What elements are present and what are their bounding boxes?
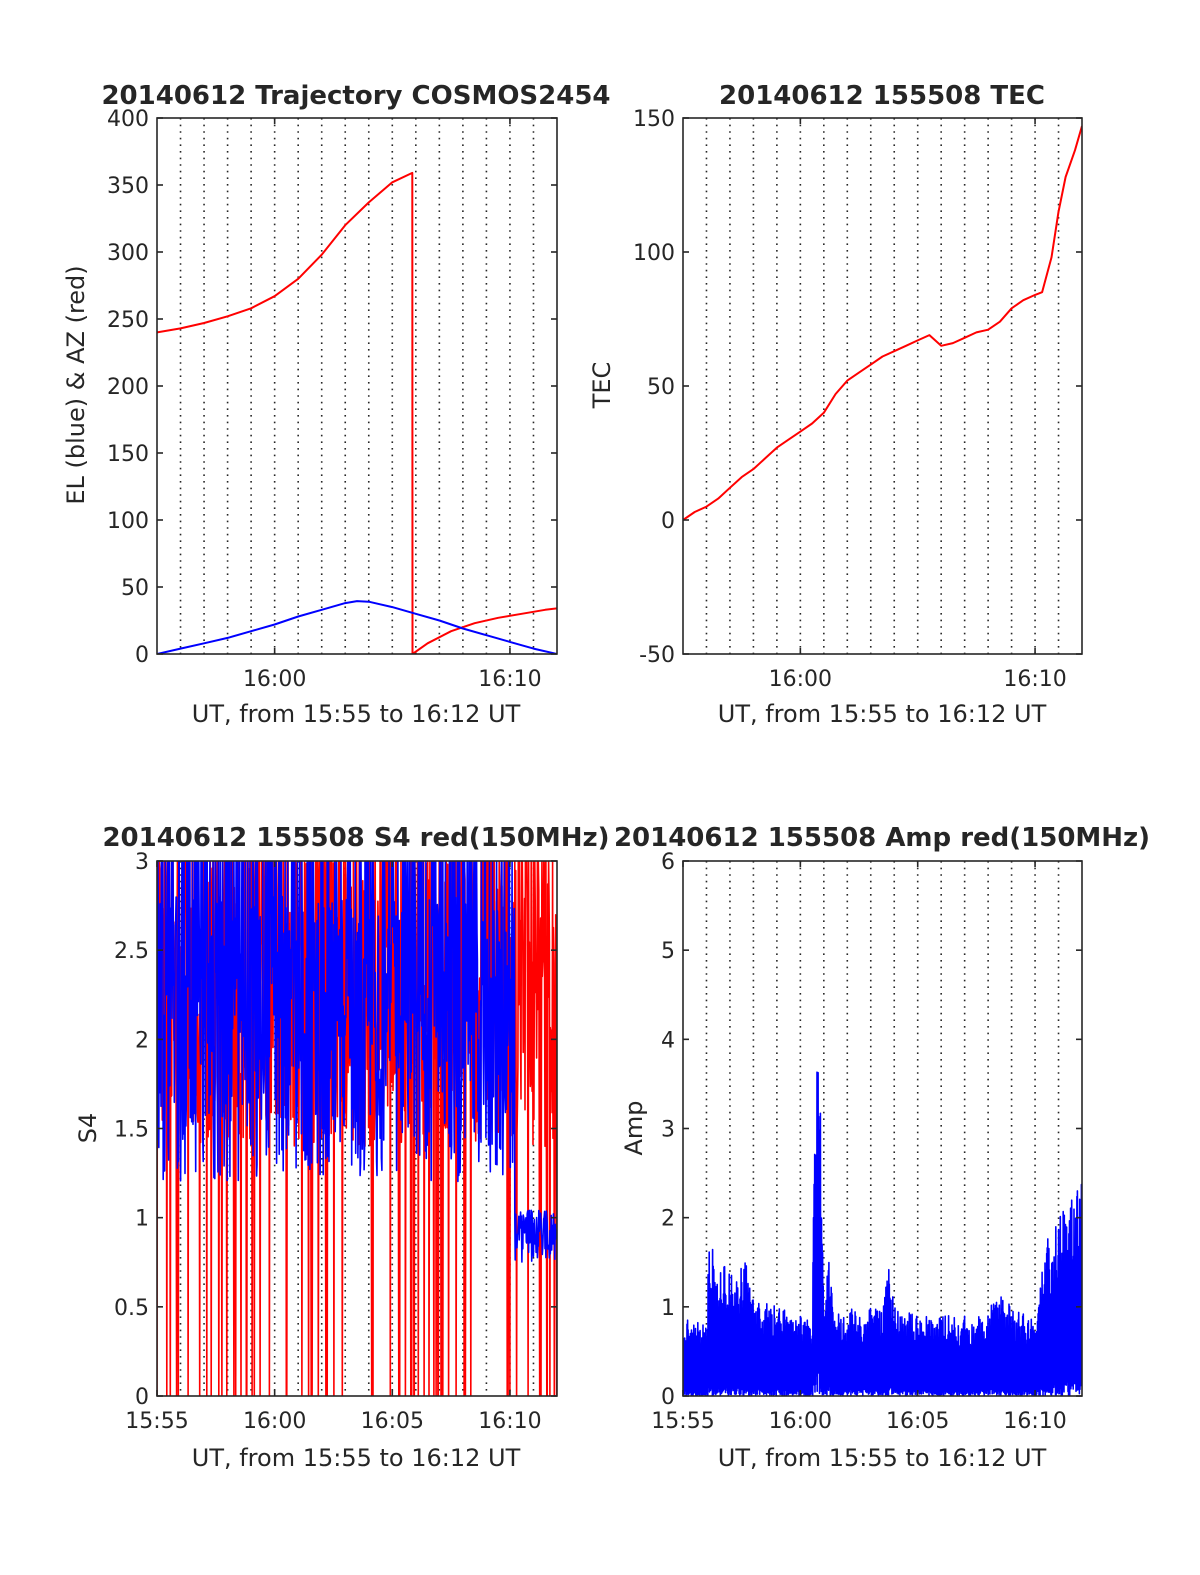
- x-axis-label: UT, from 15:55 to 16:12 UT: [192, 700, 521, 728]
- series-group: [157, 861, 557, 1396]
- series-group: [157, 171, 557, 654]
- axes-box: [682, 117, 1083, 655]
- x-tick-label: 16:00: [769, 667, 832, 692]
- chart-title: 20140612 155508 Amp red(150MHz): [614, 823, 1150, 853]
- y-tick-label: 6: [661, 850, 675, 875]
- y-axis-label: TEC: [588, 362, 616, 410]
- series-group: [683, 125, 1082, 521]
- series-line-0: [683, 125, 1082, 521]
- y-tick-label: 0: [661, 509, 675, 534]
- x-axis-label: UT, from 15:55 to 16:12 UT: [718, 1444, 1047, 1472]
- y-tick-label: 200: [107, 375, 149, 400]
- y-tick-label: 5: [661, 939, 675, 964]
- x-axis-label: UT, from 15:55 to 16:12 UT: [192, 1444, 521, 1472]
- y-tick-label: 3: [135, 850, 149, 875]
- y-tick-label: 100: [633, 241, 675, 266]
- x-tick-label: 16:10: [1003, 1409, 1066, 1434]
- y-tick-label: 4: [661, 1028, 675, 1053]
- series-line-1: [157, 600, 557, 654]
- y-tick-label: 0: [135, 1385, 149, 1410]
- series-line-1: [157, 861, 557, 1263]
- y-tick-label: 250: [107, 308, 149, 333]
- x-tick-label: 15:55: [125, 1409, 188, 1434]
- y-tick-label: 3: [661, 1118, 675, 1143]
- x-tick-label: 16:00: [243, 1409, 306, 1434]
- y-tick-label: 0.5: [114, 1296, 149, 1321]
- y-tick-label: 50: [121, 576, 149, 601]
- x-tick-label: 16:10: [1003, 667, 1066, 692]
- x-tick-label: 16:05: [886, 1409, 949, 1434]
- y-tick-label: 150: [107, 442, 149, 467]
- chart-title: 20140612 Trajectory COSMOS2454: [101, 81, 610, 111]
- y-tick-label: 2.5: [114, 939, 149, 964]
- y-tick-label: 1: [661, 1296, 675, 1321]
- series-line-0: [683, 1071, 1082, 1396]
- chart-s4: 20140612 155508 S4 red(150MHz) UT, from …: [74, 823, 610, 1472]
- x-axis-label: UT, from 15:55 to 16:12 UT: [718, 700, 1047, 728]
- x-tick-label: 16:05: [361, 1409, 424, 1434]
- chart-tec: 20140612 155508 TEC UT, from 15:55 to 16…: [588, 81, 1083, 728]
- chart-title: 20140612 155508 TEC: [719, 81, 1045, 111]
- y-tick-label: 1.5: [114, 1118, 149, 1143]
- x-tick-label: 16:10: [478, 667, 541, 692]
- y-tick-label: 400: [107, 107, 149, 132]
- x-tick-label: 15:55: [651, 1409, 714, 1434]
- y-tick-label: 1: [135, 1207, 149, 1232]
- chart-amp: 20140612 155508 Amp red(150MHz) UT, from…: [614, 823, 1150, 1472]
- y-tick-label: 0: [135, 643, 149, 668]
- y-tick-label: 2: [661, 1207, 675, 1232]
- chart-title: 20140612 155508 S4 red(150MHz): [102, 823, 609, 853]
- y-tick-label: 100: [107, 509, 149, 534]
- y-axis-label: EL (blue) & AZ (red): [62, 265, 90, 504]
- y-axis-label: Amp: [620, 1100, 648, 1155]
- y-tick-label: 350: [107, 174, 149, 199]
- series-group: [683, 1071, 1082, 1396]
- axes-box: [156, 117, 558, 655]
- y-tick-label: 150: [633, 107, 675, 132]
- x-tick-label: 16:00: [769, 1409, 832, 1434]
- x-tick-label: 16:00: [243, 667, 306, 692]
- chart-trajectory: 20140612 Trajectory COSMOS2454 UT, from …: [62, 81, 611, 728]
- y-tick-label: 0: [661, 1385, 675, 1410]
- y-tick-label: 2: [135, 1028, 149, 1053]
- y-tick-label: -50: [639, 643, 675, 668]
- y-tick-label: 300: [107, 241, 149, 266]
- series-line-0: [157, 171, 557, 654]
- x-tick-label: 16:10: [478, 1409, 541, 1434]
- y-axis-label: S4: [74, 1113, 102, 1144]
- y-tick-label: 50: [647, 375, 675, 400]
